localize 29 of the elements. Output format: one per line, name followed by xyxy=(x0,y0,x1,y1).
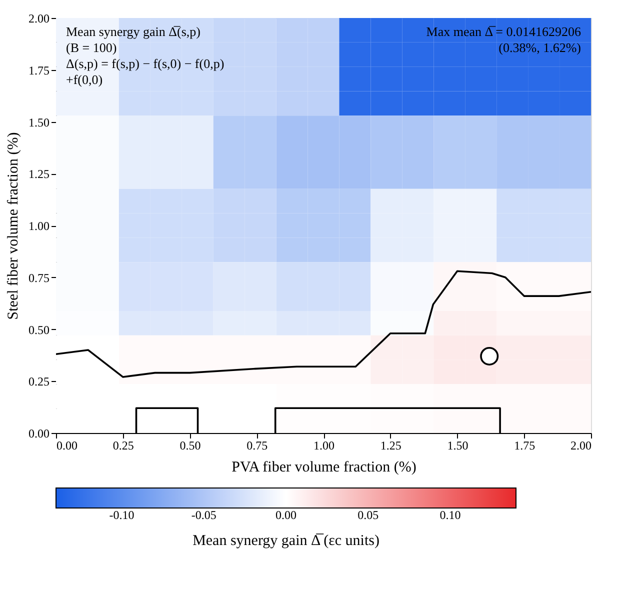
line-series xyxy=(56,270,591,378)
y-tick-label: 1.25 xyxy=(28,167,50,182)
x-tick-label: 0.50 xyxy=(180,438,201,452)
y-tick-label: 0.50 xyxy=(28,322,50,337)
y-tick-label: 2.00 xyxy=(28,12,50,26)
color-bar-label: 0.05 xyxy=(358,508,379,522)
x-tick-label: 2.00 xyxy=(570,438,592,452)
x-tick-label: 1.50 xyxy=(447,438,468,452)
color-bar-label: 0.10 xyxy=(440,508,461,522)
y-tick-label: 1.00 xyxy=(28,219,50,233)
color-bar-label: -0.05 xyxy=(191,508,216,522)
y-tick-label: 1.50 xyxy=(28,115,50,130)
color-bar-label: -0.10 xyxy=(109,508,134,522)
x-tick-label: 0.75 xyxy=(246,438,268,452)
y-tick-label: 0.00 xyxy=(28,426,50,440)
color-bar-label: 0.00 xyxy=(276,508,296,522)
x-tick-label: 0.00 xyxy=(56,438,78,452)
y-tick-label: 0.25 xyxy=(28,374,50,389)
y-tick-label: 1.75 xyxy=(28,63,50,78)
y-axis-title: Steel fiber volume fraction (%) xyxy=(6,132,22,320)
annotation: Mean synergy gain Δ̅(s,p) (B = 100) Δ(s,p) = f(s,p) − f(s,0) − f(0,p) +f(0,0) xyxy=(66,24,224,87)
x-axis-title: PVA fiber volume fraction (%) xyxy=(232,460,416,476)
x-tick-label: 1.75 xyxy=(514,438,536,452)
x-tick-label: 1.25 xyxy=(380,438,402,452)
color-bar-title: Mean synergy gain Δ̅ (εc units) xyxy=(192,533,380,549)
annotation: Max mean Δ̅ = 0.0141629206 (0.38%, 1.62%) xyxy=(426,24,582,55)
y-tick-label: 0.75 xyxy=(28,270,50,285)
x-tick-label: 1.00 xyxy=(314,438,334,452)
x-tick-label: 0.25 xyxy=(112,438,134,452)
